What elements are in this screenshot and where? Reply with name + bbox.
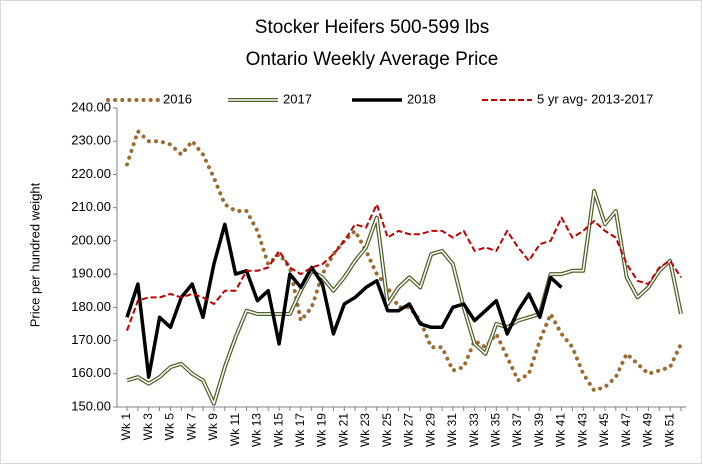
x-tick-label: Wk 9 <box>206 413 220 441</box>
legend-label: 5 yr avg- 2013-2017 <box>537 91 653 106</box>
y-tick-label: 190.00 <box>71 266 111 281</box>
x-tick-label: Wk 13 <box>250 413 264 447</box>
x-tick-label: Wk 1 <box>119 413 133 441</box>
x-tick-label: Wk 15 <box>271 413 285 447</box>
y-axis-label: Price per hundred weight <box>27 182 42 327</box>
x-tick-label: Wk 33 <box>467 413 481 447</box>
y-tick-label: 200.00 <box>71 232 111 247</box>
x-tick-label: Wk 23 <box>358 413 372 447</box>
x-tick-label: Wk 41 <box>554 413 568 447</box>
x-tick-label: Wk 3 <box>141 413 155 441</box>
x-tick-label: Wk 27 <box>402 413 416 447</box>
x-tick-label: Wk 51 <box>662 413 676 447</box>
x-tick-label: Wk 19 <box>315 413 329 447</box>
chart-title: Stocker Heifers 500-599 lbs <box>255 17 489 38</box>
legend-label: 2017 <box>283 91 312 106</box>
series-line-inner <box>126 190 682 405</box>
x-tick-label: Wk 25 <box>380 413 394 447</box>
series-line <box>125 129 683 393</box>
legend-label: 2016 <box>163 91 192 106</box>
y-tick-label: 150.00 <box>71 398 111 413</box>
chart-subtitle: Ontario Weekly Average Price <box>246 49 499 70</box>
y-tick-label: 230.00 <box>71 133 111 148</box>
x-tick-label: Wk 5 <box>163 413 177 441</box>
y-tick-label: 220.00 <box>71 166 111 181</box>
x-tick-label: Wk 29 <box>423 413 437 447</box>
legend-label: 2018 <box>407 91 436 106</box>
x-tick-label: Wk 45 <box>597 413 611 447</box>
x-tick-label: Wk 49 <box>641 413 655 447</box>
x-tick-label: Wk 39 <box>532 413 546 447</box>
y-tick-label: 180.00 <box>71 299 111 314</box>
y-tick-label: 160.00 <box>71 365 111 380</box>
series-line <box>125 222 563 379</box>
y-tick-label: 240.00 <box>71 99 111 114</box>
x-tick-label: Wk 47 <box>619 413 633 447</box>
x-tick-label: Wk 31 <box>445 413 459 447</box>
x-tick-label: Wk 35 <box>489 413 503 447</box>
y-tick-label: 210.00 <box>71 199 111 214</box>
y-tick-label: 170.00 <box>71 332 111 347</box>
x-tick-label: Wk 11 <box>228 413 242 446</box>
x-tick-label: Wk 43 <box>575 413 589 447</box>
x-tick-label: Wk 21 <box>336 413 350 447</box>
x-tick-label: Wk 37 <box>510 413 524 447</box>
x-tick-label: Wk 7 <box>184 413 198 441</box>
series-line <box>126 203 682 331</box>
x-tick-label: Wk 17 <box>293 413 307 447</box>
